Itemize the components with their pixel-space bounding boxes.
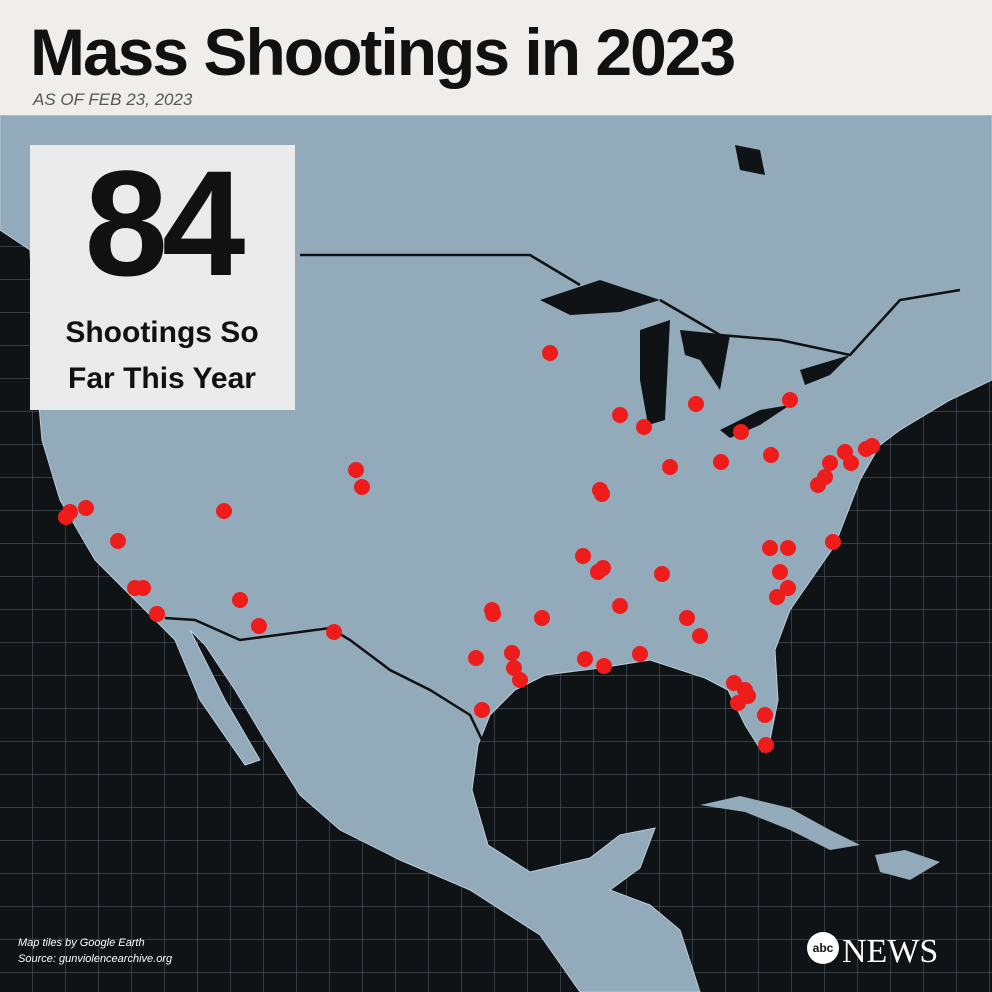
shooting-dot	[596, 658, 612, 674]
shooting-dot	[780, 580, 796, 596]
shooting-dot	[810, 477, 826, 493]
shooting-dot	[757, 707, 773, 723]
shooting-dot	[713, 454, 729, 470]
shooting-dot	[216, 503, 232, 519]
shooting-dot	[468, 650, 484, 666]
shooting-dot	[135, 580, 151, 596]
shooting-dot	[782, 392, 798, 408]
shooting-dot	[251, 618, 267, 634]
logo-circle	[807, 932, 839, 964]
shooting-dot	[780, 540, 796, 556]
callout-line: Far This Year	[68, 362, 256, 395]
shooting-dot	[758, 737, 774, 753]
shooting-dot	[474, 702, 490, 718]
shooting-dot	[512, 672, 528, 688]
shooting-dot	[354, 479, 370, 495]
shooting-dot	[542, 345, 558, 361]
shooting-dot	[762, 540, 778, 556]
callout-box	[30, 145, 295, 410]
shooting-dot	[534, 610, 550, 626]
credit: Source: gunviolencearchive.org	[18, 953, 173, 965]
shooting-dot	[654, 566, 670, 582]
logo-mark: abc	[813, 941, 834, 955]
cuba	[700, 796, 860, 850]
shooting-dot	[679, 610, 695, 626]
shooting-dot	[506, 660, 522, 676]
shooting-dot	[78, 500, 94, 516]
shooting-dot	[612, 407, 628, 423]
shooting-dot	[636, 419, 652, 435]
callout-line: Shootings So	[65, 316, 258, 349]
credit: Map tiles by Google Earth	[18, 937, 145, 949]
shooting-dot	[688, 396, 704, 412]
logo-word: NEWS	[842, 933, 938, 970]
subtitle: AS OF FEB 23, 2023	[32, 90, 193, 109]
shooting-dot	[326, 624, 342, 640]
shooting-dot	[769, 589, 785, 605]
shooting-dot	[58, 509, 74, 525]
shooting-dot	[825, 534, 841, 550]
borders	[164, 253, 961, 741]
count: 84	[85, 139, 245, 307]
shooting-dot	[577, 651, 593, 667]
shooting-dot	[110, 533, 126, 549]
shooting-dot	[843, 455, 859, 471]
title: Mass Shootings in 2023	[30, 15, 734, 89]
shooting-dot	[575, 548, 591, 564]
shooting-dot	[733, 424, 749, 440]
shooting-dot	[822, 455, 838, 471]
shooting-dot	[485, 606, 501, 622]
shooting-dot	[504, 645, 520, 661]
shooting-dots	[58, 345, 880, 753]
hispaniola	[875, 850, 940, 880]
shooting-dot	[763, 447, 779, 463]
shooting-dot	[662, 459, 678, 475]
shooting-dot	[348, 462, 364, 478]
shooting-dot	[730, 695, 746, 711]
shooting-dot	[632, 646, 648, 662]
shooting-dot	[232, 592, 248, 608]
shooting-dot	[594, 486, 610, 502]
shooting-dot	[612, 598, 628, 614]
shooting-dot	[595, 560, 611, 576]
shooting-dot	[149, 606, 165, 622]
shooting-dot	[692, 628, 708, 644]
shooting-dot	[864, 438, 880, 454]
shooting-dot	[772, 564, 788, 580]
